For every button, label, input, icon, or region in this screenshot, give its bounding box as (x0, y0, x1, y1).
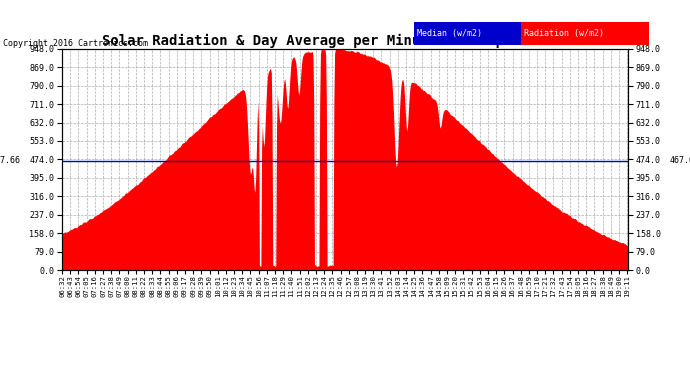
Title: Solar Radiation & Day Average per Minute  Sat Apr 9  19:20: Solar Radiation & Day Average per Minute… (102, 33, 588, 48)
Text: Copyright 2016 Cartronics.com: Copyright 2016 Cartronics.com (3, 39, 148, 48)
Text: 467.66: 467.66 (669, 156, 690, 165)
Text: 467.66: 467.66 (0, 156, 21, 165)
Text: Median (w/m2): Median (w/m2) (417, 29, 482, 38)
Text: Radiation (w/m2): Radiation (w/m2) (524, 29, 604, 38)
